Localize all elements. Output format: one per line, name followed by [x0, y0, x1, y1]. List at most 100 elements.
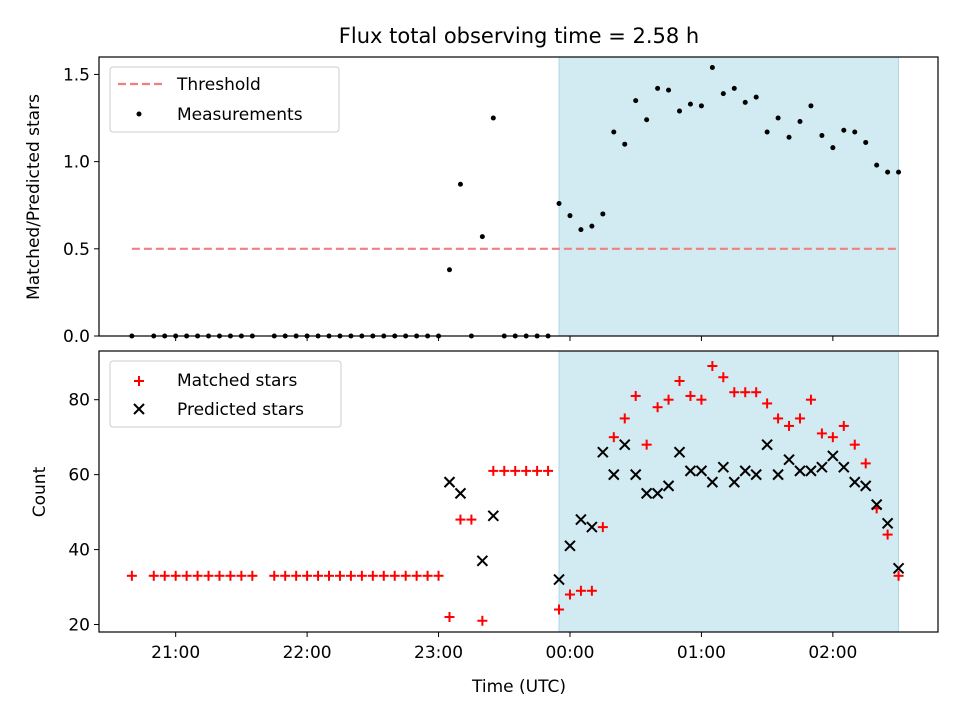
- bottom-x-tick-label: 22:00: [283, 643, 332, 663]
- predicted-point: [575, 513, 587, 526]
- predicted-point: [783, 453, 795, 466]
- matched-point: [718, 372, 729, 383]
- matched-point: [159, 570, 170, 581]
- predicted-point: [651, 487, 664, 500]
- matched-point: [280, 570, 291, 581]
- matched-point: [422, 570, 433, 581]
- predicted-point: [706, 476, 719, 488]
- x-axis-label: Time (UTC): [471, 677, 566, 697]
- predicted-point: [564, 540, 576, 552]
- matched-point: [477, 615, 488, 626]
- matched-point: [378, 570, 389, 581]
- measurement-point: [742, 99, 748, 105]
- legend-predicted-swatch: [133, 403, 145, 415]
- matched-point: [575, 585, 586, 596]
- legend-matched-label: Matched stars: [177, 371, 297, 391]
- matched-point: [302, 570, 313, 581]
- predicted-point: [860, 480, 872, 492]
- measurement-point: [786, 134, 792, 140]
- measurement-point: [896, 169, 902, 175]
- bottom-y-tick-label: 40: [68, 541, 90, 561]
- matched-point: [619, 413, 630, 424]
- bottom-x-tick-label: 01:00: [677, 643, 726, 663]
- measurement-point: [446, 267, 452, 273]
- matched-point: [192, 570, 203, 581]
- matched-point: [860, 458, 871, 469]
- predicted-point: [892, 562, 905, 575]
- legend-measurements-swatch: [136, 111, 142, 117]
- top-y-tick-label: 0.5: [63, 240, 90, 260]
- top-y-axis-label: Matched/Predicted stars: [24, 94, 44, 300]
- predicted-point: [739, 465, 751, 477]
- top-y-axis: 0.0 0.5 1.0 1.5: [63, 65, 99, 347]
- predicted-point: [443, 476, 456, 488]
- top-y-tick-label: 1.5: [63, 65, 90, 85]
- bottom-y-axis: 20 40 60 80: [68, 391, 99, 636]
- predicted-point: [761, 438, 773, 451]
- matched-point: [367, 570, 378, 581]
- matched-point: [225, 570, 236, 581]
- top-panel: 0.0 0.5 1.0 1.5 Matched/Predicted stars Thr…: [24, 56, 939, 347]
- matched-point: [247, 570, 258, 581]
- matched-point: [554, 604, 565, 615]
- bottom-shaded-region: [558, 350, 900, 633]
- measurement-point: [600, 211, 606, 217]
- bottom-y-tick-label: 20: [68, 616, 90, 636]
- measurement-point: [775, 115, 781, 121]
- predicted-point: [827, 450, 839, 462]
- matched-point: [488, 465, 499, 476]
- matched-point: [510, 465, 521, 476]
- bottom-plot-frame: [98, 350, 939, 633]
- matched-point: [805, 394, 816, 405]
- measurement-point: [644, 117, 650, 123]
- matched-point: [882, 529, 893, 540]
- top-legend: Threshold Measurements: [109, 66, 340, 133]
- matched-point: [641, 439, 652, 450]
- predicted-point: [640, 487, 653, 500]
- predicted-point: [487, 510, 500, 522]
- matched-point: [466, 514, 477, 525]
- predicted-point: [728, 476, 740, 488]
- predicted-point: [629, 468, 642, 481]
- matched-point: [389, 570, 400, 581]
- matched-point: [543, 465, 554, 476]
- matched-point: [214, 570, 225, 581]
- matched-point: [630, 390, 641, 401]
- matched-point: [586, 585, 597, 596]
- bottom-x-tick-label: 02:00: [808, 643, 857, 663]
- matched-point: [148, 570, 159, 581]
- matched-point: [433, 570, 444, 581]
- bottom-legend-box: [109, 360, 342, 428]
- measurement-point: [479, 234, 485, 240]
- measurement-point: [490, 115, 496, 121]
- predicted-point: [838, 461, 850, 473]
- predicted-point: [608, 468, 620, 481]
- predicted-point: [695, 465, 708, 477]
- matched-point: [663, 394, 674, 405]
- legend-matched-swatch: [134, 376, 144, 386]
- measurement-point: [852, 129, 858, 135]
- bottom-x-tick-label: 23:00: [414, 643, 463, 663]
- measurement-point: [698, 103, 704, 109]
- matched-point: [532, 465, 543, 476]
- measurement-point: [830, 145, 836, 151]
- matched-point: [674, 375, 685, 386]
- top-y-tick-label: 1.0: [63, 153, 90, 173]
- predicted-point: [684, 465, 697, 477]
- matched-point: [334, 570, 345, 581]
- predicted-point: [805, 465, 817, 477]
- measurement-point: [720, 91, 726, 97]
- matched-point: [751, 387, 762, 398]
- measurement-point: [578, 227, 584, 233]
- matched-point: [816, 428, 827, 439]
- chart-title: Flux total observing time = 2.58 h: [339, 24, 699, 48]
- predicted-point: [870, 498, 883, 511]
- bottom-legend: Matched stars Predicted stars: [109, 360, 342, 428]
- measurement-point: [589, 223, 595, 229]
- predicted-point: [454, 487, 467, 500]
- matched-point: [203, 570, 214, 581]
- matched-point: [499, 465, 510, 476]
- measurement-point: [611, 129, 617, 135]
- matched-point: [521, 465, 532, 476]
